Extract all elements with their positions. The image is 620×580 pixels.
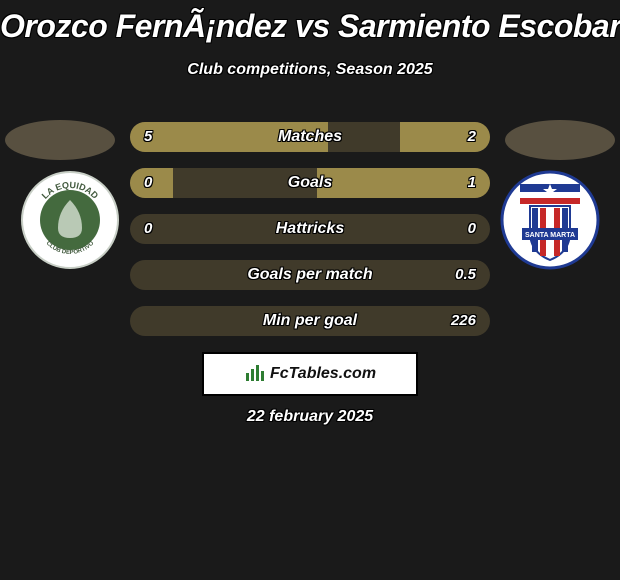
- bar-track: [130, 306, 490, 336]
- page-title: Orozco FernÃ¡ndez vs Sarmiento Escobar: [0, 0, 620, 45]
- stat-row: Matches52: [130, 122, 490, 152]
- stat-row: Min per goal226: [130, 306, 490, 336]
- bar-fill-left: [130, 168, 173, 198]
- bar-track: [130, 122, 490, 152]
- player-avatar-left: [5, 120, 115, 160]
- bar-track: [130, 214, 490, 244]
- bar-fill-right: [400, 122, 490, 152]
- stat-row: Goals per match0.5: [130, 260, 490, 290]
- footer-date: 22 february 2025: [0, 408, 620, 426]
- brand-box: FcTables.com: [202, 352, 418, 396]
- bar-fill-left: [130, 122, 328, 152]
- club-badge-right: SANTA MARTA: [500, 170, 600, 270]
- chart-icon: [244, 361, 266, 388]
- stats-bars: Matches52 Goals01 Hattricks00 Goals per mat…: [130, 122, 490, 352]
- page-subtitle: Club competitions, Season 2025: [0, 61, 620, 79]
- badge-banner-text: SANTA MARTA: [525, 232, 575, 239]
- brand-text: FcTables.com: [270, 365, 376, 383]
- comparison-card: Orozco FernÃ¡ndez vs Sarmiento Escobar C…: [0, 0, 620, 580]
- player-avatar-right: [505, 120, 615, 160]
- bar-fill-right: [317, 168, 490, 198]
- bar-track: [130, 260, 490, 290]
- stat-row: Hattricks00: [130, 214, 490, 244]
- bar-track: [130, 168, 490, 198]
- stat-row: Goals01: [130, 168, 490, 198]
- club-badge-left: LA EQUIDAD CLUB DEPORTIVO: [20, 170, 120, 270]
